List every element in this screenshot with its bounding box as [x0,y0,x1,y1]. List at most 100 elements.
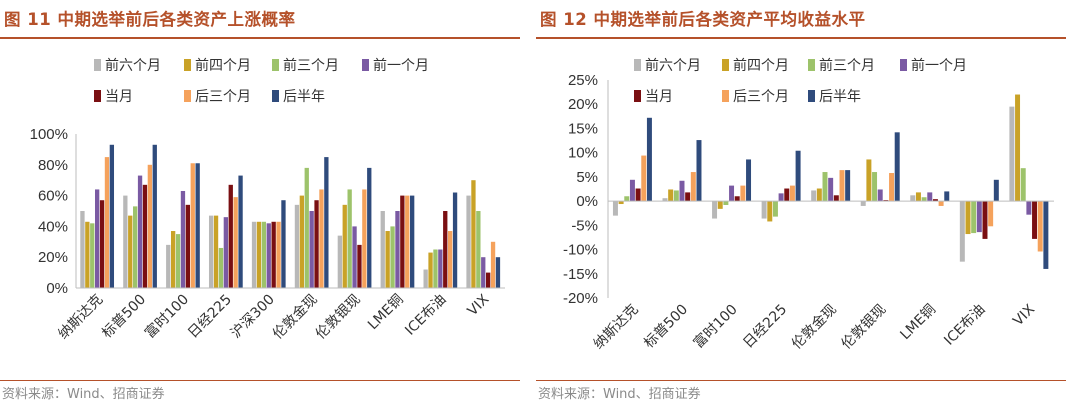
bar [405,195,410,288]
bar [476,211,481,288]
bar [723,201,729,205]
bar [385,231,390,288]
bar [921,197,927,202]
bar [784,188,790,202]
bar [208,215,214,288]
bar-group-vix [1009,94,1049,269]
legend-item-前一个月: 前一个月 [362,57,429,74]
bar [152,144,157,288]
y-tick-label: 20% [38,249,68,266]
bar [894,132,900,202]
y-tick-label: -15% [563,266,598,283]
bar [228,184,233,288]
x-tick-label: 日经225 [740,302,790,352]
bar [860,201,866,206]
chart-title: 图 11 中期选举前后各类资产上涨概率 [4,10,296,29]
bar [767,201,773,222]
bar [490,241,496,288]
bar [740,185,746,202]
x-tick-label: ICE布油 [941,302,988,349]
bar [690,172,696,202]
bar [357,244,362,288]
source-note: 资料来源：Wind、招商证券 [538,387,701,402]
legend-swatch [94,90,101,102]
bar [238,175,243,288]
legend-label: 前一个月 [911,57,967,74]
bar [190,163,195,288]
bar [816,188,822,202]
bar [1020,168,1026,202]
bar-group-富时100 [712,159,752,219]
bar [438,249,443,288]
bar [778,193,784,202]
bar [337,235,342,288]
bar [309,211,314,288]
legend-label: 后半年 [819,89,861,105]
bar [1009,106,1015,202]
bar [993,179,999,202]
bar [294,204,300,288]
x-tick-label: VIX [465,291,493,319]
bar [889,173,895,202]
bar [170,231,176,288]
legend-item-当月: 当月 [634,89,673,105]
x-tick-label: 纳斯达克 [591,302,642,353]
bar [99,200,105,288]
legend-item-后半年: 后半年 [272,89,325,105]
legend-item-前六个月: 前六个月 [634,57,701,74]
bar [965,201,971,235]
legend-swatch [722,90,729,102]
bar [342,204,347,288]
bar [443,211,448,288]
x-tick-label: 沪深300 [228,292,278,342]
bar [673,190,679,202]
legend-swatch [634,59,641,71]
bar [1015,94,1021,202]
bar [271,221,276,288]
bar [123,195,128,288]
bar-group-富时100 [166,163,200,288]
bar [195,163,200,288]
legend-item-当月: 当月 [94,89,133,105]
bar-group-日经225 [761,150,801,222]
bar [233,197,238,288]
bar [839,170,845,202]
legend-item-前一个月: 前一个月 [900,57,967,74]
bar [944,191,950,202]
legend-label: 前三个月 [819,57,875,74]
bar [717,201,723,209]
legend-swatch [94,59,101,71]
legend-label: 前四个月 [733,57,789,74]
bar [910,195,916,202]
x-tick-label: 富时100 [141,291,192,342]
legend-item-前四个月: 前四个月 [184,57,251,74]
bar-group-lme铜 [380,195,415,288]
x-tick-label: 标普500 [99,292,149,342]
legend-item-前三个月: 前三个月 [272,57,339,74]
y-tick-label: 10% [568,145,598,162]
bar-group-标普500 [662,140,702,202]
bar [618,201,624,205]
bar [811,190,817,202]
legend-swatch [184,59,191,71]
bar [679,180,685,202]
bar [223,217,229,288]
x-tick-label: ICE布油 [402,292,449,339]
bar [982,201,988,239]
legend-swatch [184,90,191,102]
bar-group-lme铜 [910,191,950,206]
legend-label: 当月 [105,89,133,105]
x-tick-label: 日经225 [185,292,235,342]
y-tick-label: 100% [30,126,68,143]
legend-swatch [272,90,279,102]
legend-item-后三个月: 后三个月 [722,89,789,105]
bar-group-纳斯达克 [612,117,652,216]
bar [959,201,965,262]
title-divider [536,37,1066,39]
bar [712,201,718,219]
bar [390,226,395,288]
bar [877,189,883,202]
bar [137,175,143,288]
bar [471,180,476,288]
x-tick-label: LME铜 [897,302,939,344]
